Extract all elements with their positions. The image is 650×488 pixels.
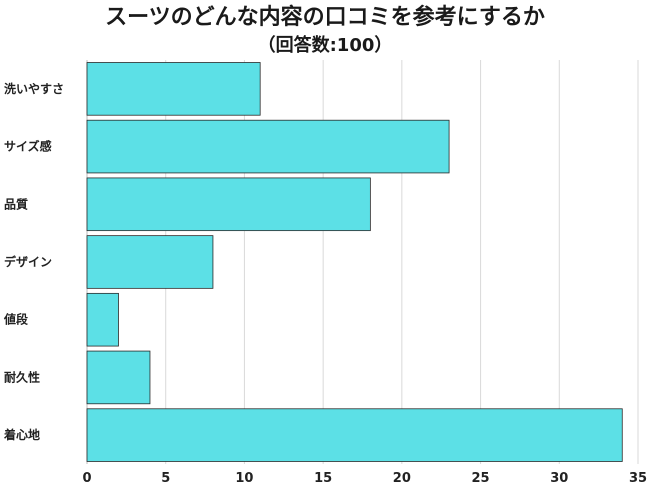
x-tick-label: 10	[235, 471, 253, 486]
x-tick-label: 20	[393, 471, 411, 486]
bar	[86, 119, 450, 174]
category-label: 耐久性	[4, 369, 40, 384]
x-tick-label: 35	[629, 471, 647, 486]
category-label: 洗いやすさ	[4, 81, 64, 96]
x-tick-label: 30	[550, 471, 568, 486]
category-label: 品質	[4, 196, 28, 211]
x-tick-label: 25	[472, 471, 490, 486]
bar	[86, 292, 119, 347]
category-label: 値段	[3, 312, 29, 327]
bar	[86, 350, 151, 405]
x-tick-label: 0	[82, 471, 91, 486]
category-label: 着心地	[3, 427, 40, 442]
chart-title-block: スーツのどんな内容の口コミを参考にするか （回答数:100）	[0, 0, 650, 59]
bars	[86, 62, 623, 462]
x-tick-label: 5	[161, 471, 170, 486]
bar	[86, 62, 261, 116]
chart-subtitle: （回答数:100）	[257, 35, 393, 56]
chart-title: スーツのどんな内容の口コミを参考にするか	[105, 5, 545, 30]
category-label: デザイン	[4, 254, 52, 269]
bar	[86, 177, 371, 232]
category-label: サイズ感	[4, 139, 52, 154]
x-tick-label: 15	[314, 471, 332, 486]
bar	[86, 235, 214, 289]
bar	[86, 408, 623, 462]
x-tick-labels: 0 5 10 15 20 25 30 35	[82, 471, 647, 486]
